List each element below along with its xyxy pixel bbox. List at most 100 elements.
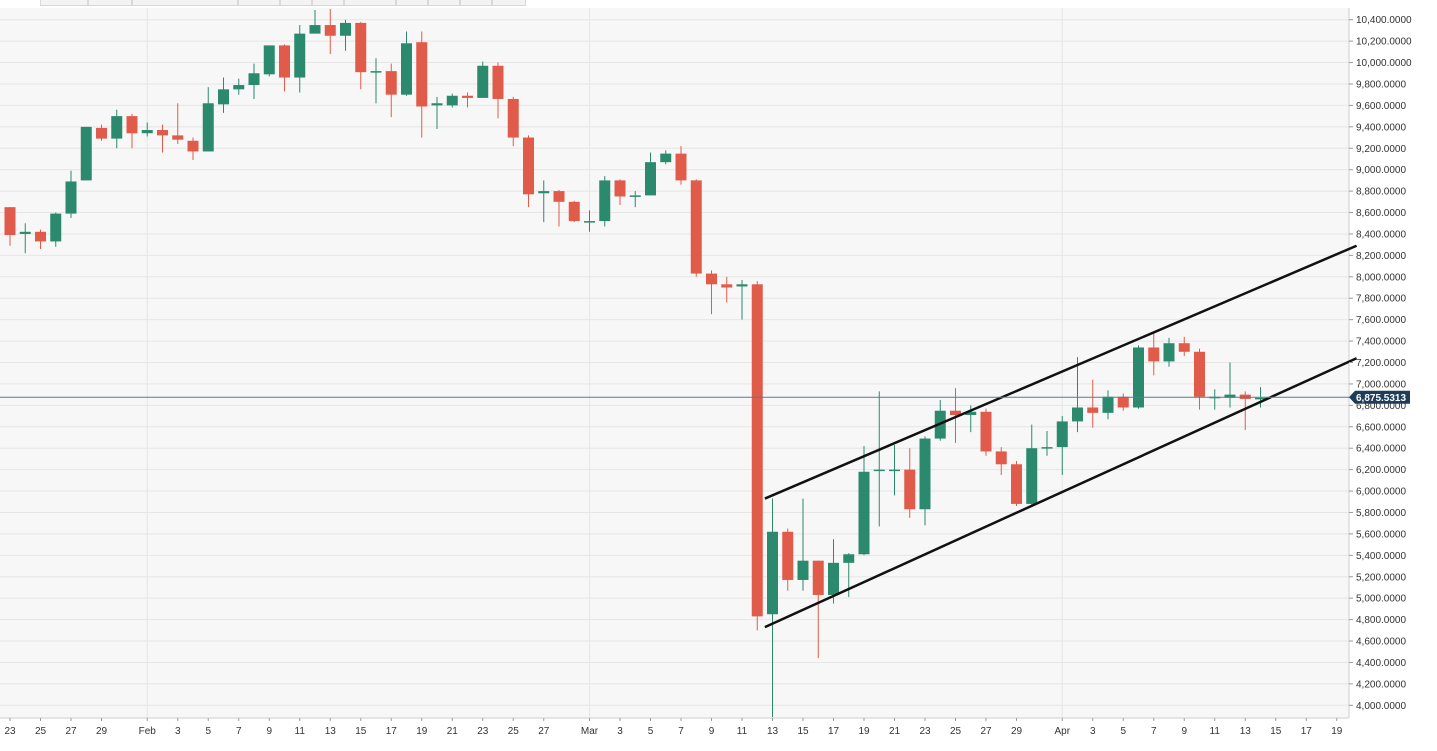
candle-body bbox=[1011, 464, 1022, 504]
channel-upper-line[interactable] bbox=[764, 244, 1358, 500]
candle[interactable] bbox=[431, 96, 443, 129]
candle[interactable] bbox=[980, 408, 992, 456]
candle[interactable] bbox=[309, 10, 321, 34]
candle[interactable] bbox=[507, 96, 519, 147]
candle[interactable] bbox=[1072, 357, 1083, 433]
candle[interactable] bbox=[401, 31, 412, 96]
toolbar-tab[interactable] bbox=[40, 0, 88, 6]
candle[interactable] bbox=[446, 93, 458, 108]
channel-lower-line[interactable] bbox=[764, 357, 1358, 629]
candle[interactable] bbox=[370, 58, 382, 104]
candle-body bbox=[919, 438, 931, 510]
candle-body bbox=[492, 65, 504, 99]
candle[interactable] bbox=[111, 109, 123, 149]
candle[interactable] bbox=[50, 212, 62, 247]
candle[interactable] bbox=[797, 498, 809, 591]
candle[interactable] bbox=[690, 179, 702, 277]
candle[interactable] bbox=[355, 21, 367, 90]
candle[interactable] bbox=[1087, 379, 1099, 428]
price-tick-label: 9,200.0000 bbox=[1356, 144, 1406, 155]
price-tick-label: 5,200.0000 bbox=[1356, 572, 1406, 583]
candle[interactable] bbox=[858, 446, 870, 556]
toolbar-tab[interactable] bbox=[460, 0, 492, 6]
candle[interactable] bbox=[1163, 337, 1175, 367]
candle[interactable] bbox=[675, 146, 687, 185]
candle[interactable] bbox=[202, 87, 214, 152]
candle[interactable] bbox=[340, 19, 351, 51]
candle[interactable] bbox=[80, 126, 92, 181]
candle[interactable] bbox=[873, 391, 885, 527]
candle[interactable] bbox=[1178, 336, 1190, 357]
candle[interactable] bbox=[1011, 461, 1022, 507]
candle[interactable] bbox=[812, 560, 824, 659]
candle[interactable] bbox=[1102, 390, 1114, 420]
toolbar-tab[interactable] bbox=[132, 0, 238, 6]
candle[interactable] bbox=[187, 137, 199, 161]
candle[interactable] bbox=[767, 498, 778, 718]
candle[interactable] bbox=[96, 124, 107, 141]
candle[interactable] bbox=[721, 276, 733, 303]
date-tick-label: 13 bbox=[767, 726, 779, 737]
candle[interactable] bbox=[889, 444, 900, 496]
candle[interactable] bbox=[462, 92, 473, 108]
candle[interactable] bbox=[828, 539, 839, 604]
toolbar-tab[interactable] bbox=[492, 0, 526, 6]
candle[interactable] bbox=[1026, 424, 1038, 508]
candle[interactable] bbox=[568, 200, 580, 223]
date-tick-label: 19 bbox=[858, 726, 870, 737]
candle[interactable] bbox=[233, 78, 245, 95]
candle[interactable] bbox=[126, 113, 138, 149]
toolbar-tab[interactable] bbox=[396, 0, 428, 6]
candle[interactable] bbox=[995, 447, 1007, 475]
candle[interactable] bbox=[324, 8, 336, 54]
candle[interactable] bbox=[157, 124, 168, 153]
candle[interactable] bbox=[1056, 416, 1068, 475]
candle[interactable] bbox=[904, 448, 916, 518]
candle[interactable] bbox=[65, 170, 77, 218]
candle[interactable] bbox=[1133, 345, 1144, 409]
candle[interactable] bbox=[645, 152, 656, 196]
candle[interactable] bbox=[4, 207, 16, 246]
candle[interactable] bbox=[1224, 362, 1236, 408]
toolbar-tab[interactable] bbox=[88, 0, 132, 6]
candlestick-chart[interactable]: 4,000.0000 4,200.0000 4,400.0000 4,600.0000… bbox=[0, 8, 1437, 751]
candle[interactable] bbox=[279, 44, 290, 92]
date-tick-label: 3 bbox=[1090, 726, 1096, 737]
candle[interactable] bbox=[294, 25, 306, 93]
candle[interactable] bbox=[629, 191, 641, 208]
toolbar-tab[interactable] bbox=[428, 0, 460, 6]
candle[interactable] bbox=[492, 62, 504, 119]
candle[interactable] bbox=[1194, 348, 1205, 410]
candle[interactable] bbox=[141, 122, 153, 137]
toolbar-tab[interactable] bbox=[238, 0, 280, 6]
candle[interactable] bbox=[614, 179, 626, 206]
candle[interactable] bbox=[416, 31, 428, 138]
candle[interactable] bbox=[19, 223, 31, 254]
candle[interactable] bbox=[599, 176, 611, 227]
candle[interactable] bbox=[584, 210, 595, 232]
candle[interactable] bbox=[172, 103, 184, 144]
candle[interactable] bbox=[263, 45, 275, 77]
candle[interactable] bbox=[782, 528, 794, 591]
candle[interactable] bbox=[523, 135, 534, 208]
toolbar-tab[interactable] bbox=[312, 0, 344, 6]
candle[interactable] bbox=[919, 436, 931, 526]
candle[interactable] bbox=[660, 150, 672, 165]
toolbar-tab[interactable] bbox=[280, 0, 312, 6]
candle[interactable] bbox=[751, 281, 763, 631]
candle[interactable] bbox=[35, 229, 46, 249]
candle[interactable] bbox=[736, 280, 748, 320]
candle[interactable] bbox=[1148, 331, 1160, 376]
toolbar-tab[interactable] bbox=[344, 0, 396, 6]
candle[interactable] bbox=[248, 63, 260, 99]
candle-body bbox=[1224, 394, 1236, 398]
candle[interactable] bbox=[218, 77, 229, 113]
candle[interactable] bbox=[385, 63, 397, 118]
candle[interactable] bbox=[538, 180, 550, 223]
candle[interactable] bbox=[1041, 431, 1053, 456]
candle[interactable] bbox=[553, 190, 565, 227]
price-tick-label: 9,600.0000 bbox=[1356, 101, 1406, 112]
candle[interactable] bbox=[1117, 393, 1129, 411]
candle[interactable] bbox=[477, 61, 489, 98]
candle[interactable] bbox=[706, 270, 717, 315]
